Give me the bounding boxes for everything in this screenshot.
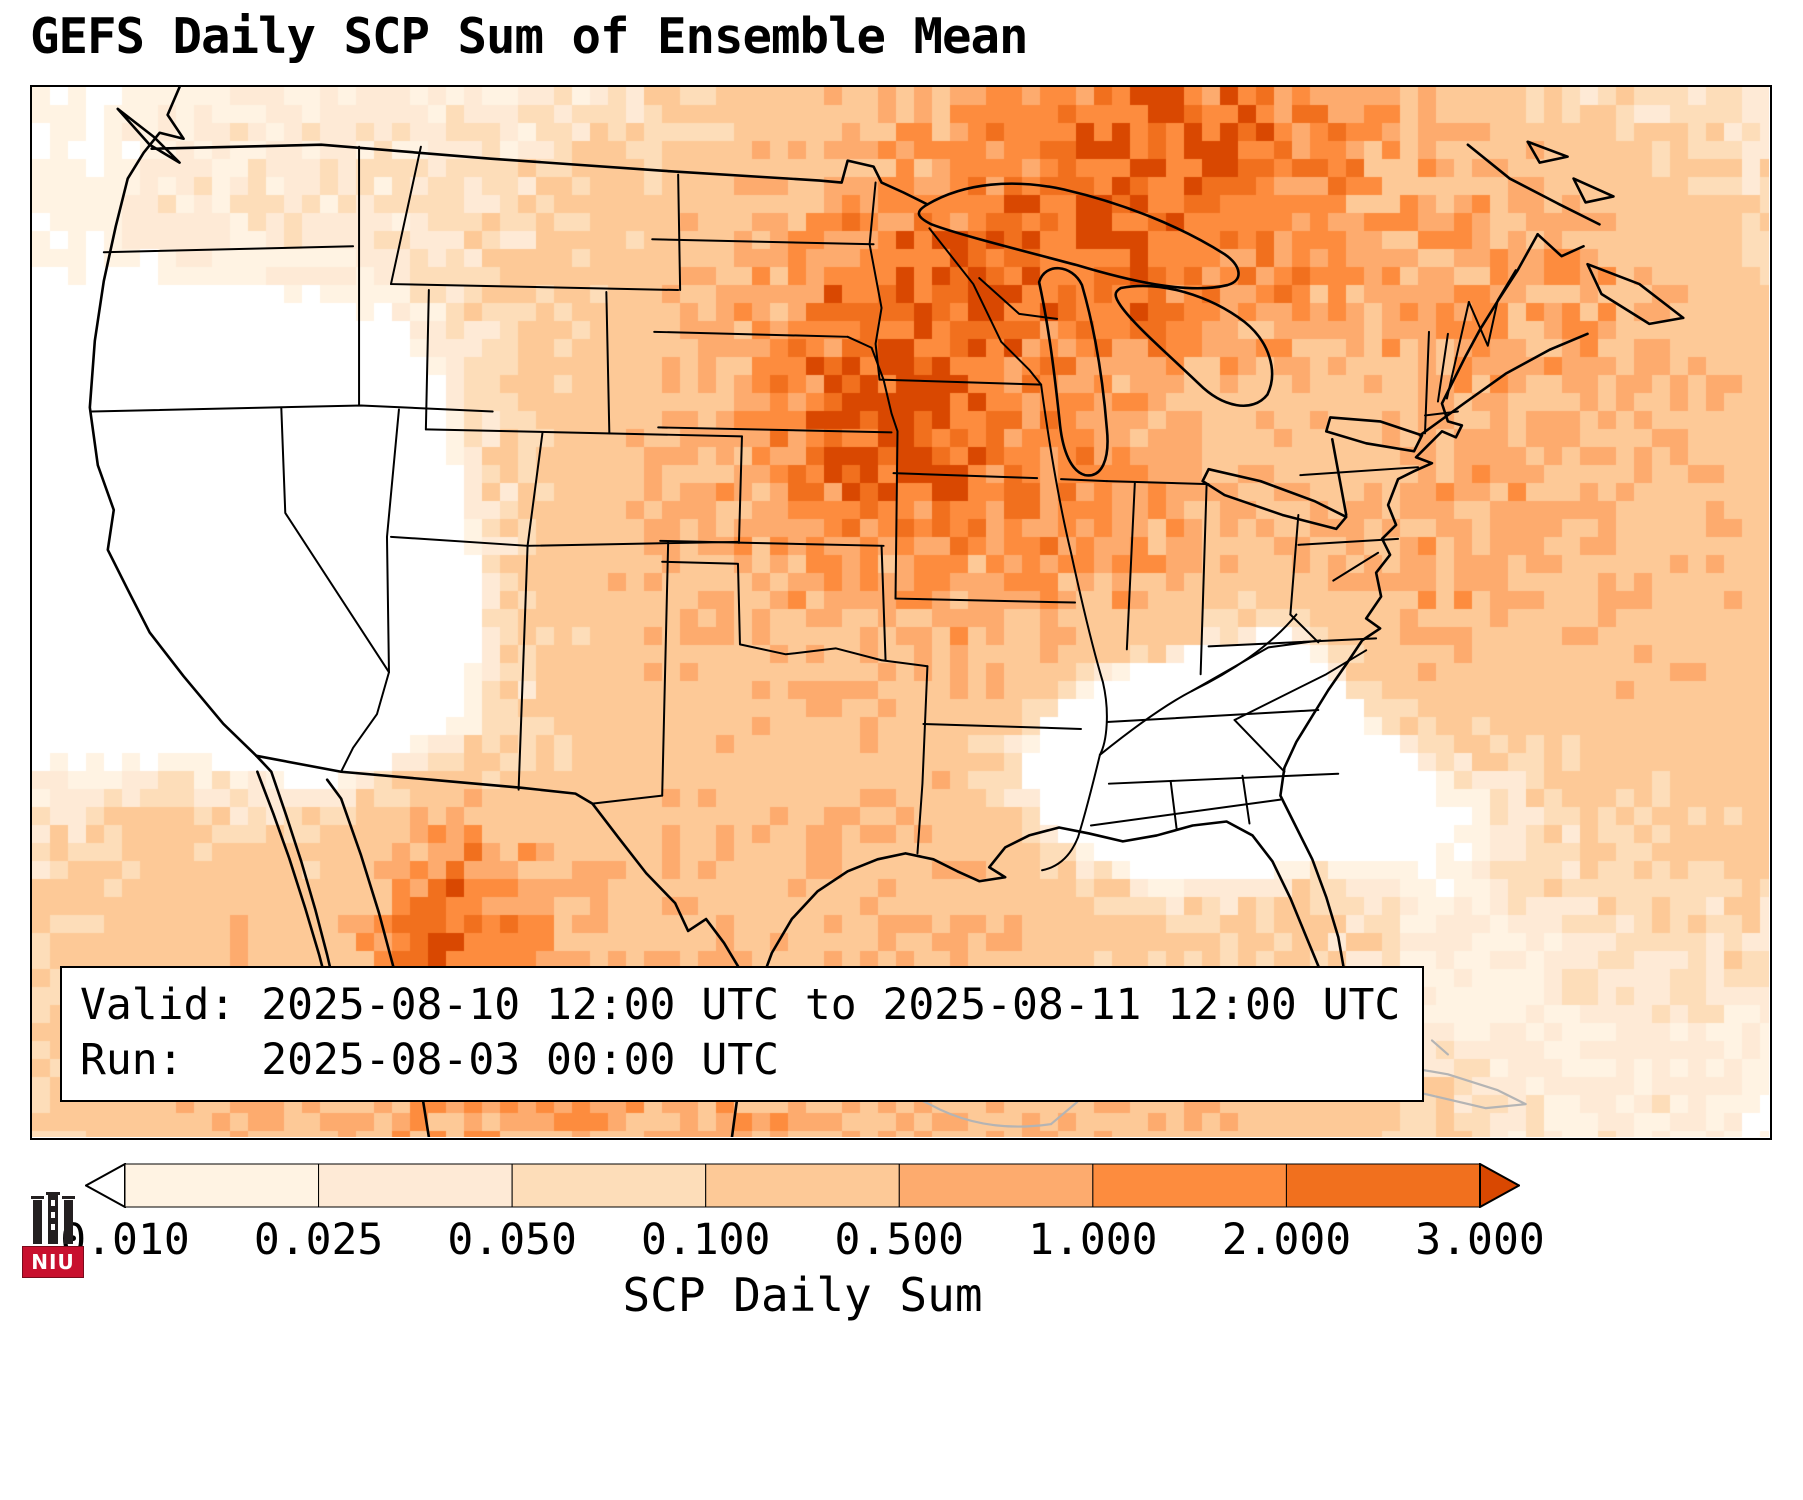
colorbar-tick: 2.000 bbox=[1221, 1215, 1352, 1265]
niu-logo: NIU bbox=[22, 1192, 84, 1278]
run-line: Run: 2025-08-03 00:00 UTC bbox=[80, 1034, 779, 1085]
plot-title: GEFS Daily SCP Sum of Ensemble Mean bbox=[30, 8, 1029, 65]
valid-run-infobox: Valid: 2025-08-10 12:00 UTC to 2025-08-1… bbox=[60, 965, 1425, 1102]
valid-line: Valid: 2025-08-10 12:00 UTC to 2025-08-1… bbox=[80, 979, 1401, 1030]
colorbar-tick: 0.100 bbox=[640, 1215, 771, 1265]
colorbar-tick: 0.500 bbox=[834, 1215, 965, 1265]
niu-logo-text: NIU bbox=[22, 1246, 84, 1278]
map-panel: Valid: 2025-08-10 12:00 UTC to 2025-08-1… bbox=[30, 85, 1772, 1140]
colorbar-tick: 1.000 bbox=[1028, 1215, 1158, 1265]
niu-castle-icon bbox=[31, 1192, 75, 1244]
colorbar-svg bbox=[85, 1163, 1520, 1208]
colorbar-ticks: 0.010 0.025 0.050 0.100 0.500 1.000 2.000 3.000 bbox=[60, 1215, 1544, 1267]
colorbar-tick: 0.050 bbox=[447, 1215, 577, 1265]
colorbar-tick: 3.000 bbox=[1415, 1215, 1545, 1265]
colorbar-label: SCP Daily Sum bbox=[622, 1268, 983, 1322]
colorbar-tick: 0.025 bbox=[253, 1215, 384, 1265]
